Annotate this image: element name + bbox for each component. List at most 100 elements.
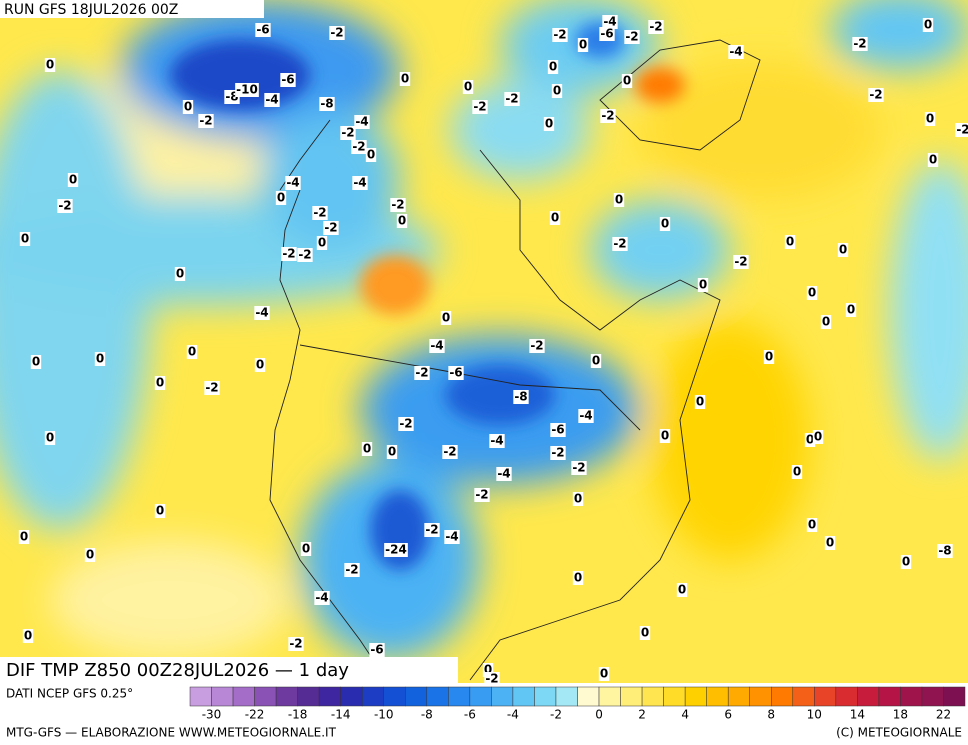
contour-label: -2	[330, 26, 343, 40]
label-bg	[448, 366, 464, 380]
label-bg	[254, 306, 270, 320]
contour-label: -2	[324, 221, 337, 235]
label-bg	[852, 37, 868, 51]
title-box	[0, 657, 458, 683]
label-bg	[639, 626, 651, 640]
contour-label: -2	[58, 199, 71, 213]
colorbar-swatch	[771, 686, 794, 707]
colorbar-swatch	[835, 686, 858, 707]
colorbar-swatch	[254, 686, 277, 707]
colorbar-swatch	[340, 686, 363, 707]
label-bg	[30, 355, 42, 369]
contour-label: 0	[256, 358, 264, 372]
contour-label: 0	[814, 430, 822, 444]
label-bg	[275, 191, 287, 205]
colorbar-tick-label: 22	[936, 708, 951, 722]
label-bg	[186, 345, 198, 359]
colorbar-swatch	[900, 686, 923, 707]
contour-label: -2	[205, 381, 218, 395]
label-bg	[824, 536, 836, 550]
label-bg	[281, 247, 297, 261]
label-bg	[316, 236, 328, 250]
label-bg	[927, 153, 939, 167]
label-bg	[551, 84, 563, 98]
label-bg	[44, 58, 56, 72]
colorbar-swatch	[469, 686, 492, 707]
label-bg	[602, 15, 618, 29]
contour-label: 0	[24, 629, 32, 643]
contour-label: -4	[315, 591, 328, 605]
contour-label: 0	[793, 465, 801, 479]
label-bg	[552, 28, 568, 42]
label-bg	[154, 504, 166, 518]
contour-label: 0	[615, 193, 623, 207]
contour-label: 0	[464, 80, 472, 94]
colorbar-swatch	[641, 686, 664, 707]
contour-label: -2	[282, 247, 295, 261]
label-bg	[255, 23, 271, 37]
colorbar-swatch	[577, 686, 600, 707]
colorbar-swatch	[426, 686, 449, 707]
label-bg	[621, 74, 633, 88]
contour-label: 0	[839, 243, 847, 257]
label-bg	[612, 237, 628, 251]
colorbar-swatch	[792, 686, 815, 707]
contour-label: 0	[388, 445, 396, 459]
contour-label: -4	[497, 467, 510, 481]
contour-label: 0	[765, 350, 773, 364]
label-bg	[937, 544, 953, 558]
label-bg	[543, 117, 555, 131]
label-bg	[300, 542, 312, 556]
contour-label: 0	[678, 583, 686, 597]
contour-label: 0	[20, 530, 28, 544]
colorbar-swatch	[405, 686, 428, 707]
label-bg	[572, 571, 584, 585]
contour-label: 0	[579, 38, 587, 52]
contour-label: 0	[318, 236, 326, 250]
map-title: DIF TMP Z850 00Z28JUL2026 — 1 day	[6, 660, 349, 681]
contour-label: -4	[255, 306, 268, 320]
contour-label: -2	[298, 248, 311, 262]
contour-label: 0	[545, 117, 553, 131]
label-bg	[429, 339, 445, 353]
label-bg	[590, 354, 602, 368]
contour-label: -2	[649, 20, 662, 34]
label-bg	[474, 488, 490, 502]
label-bg	[550, 423, 566, 437]
contour-label: -6	[370, 643, 383, 657]
contour-label: -2	[956, 123, 968, 137]
colorbar-swatch	[383, 686, 406, 707]
label-bg	[174, 267, 186, 281]
label-bg	[922, 18, 934, 32]
colorbar-swatch	[534, 686, 557, 707]
label-bg	[319, 97, 335, 111]
contour-label: -2	[313, 206, 326, 220]
contour-label: -4	[729, 45, 742, 59]
contour-label: 0	[442, 311, 450, 325]
colorbar-swatch	[211, 686, 234, 707]
contour-label: -4	[355, 115, 368, 129]
colorbar-swatch	[318, 686, 341, 707]
label-bg	[549, 211, 561, 225]
contour-label: -2	[199, 114, 212, 128]
colorbar-tick-label: -10	[374, 708, 394, 722]
label-bg	[697, 278, 709, 292]
label-bg	[924, 112, 936, 126]
label-bg	[19, 232, 31, 246]
colorbar-tick-label: -4	[507, 708, 519, 722]
label-bg	[254, 358, 266, 372]
colorbar-swatch	[814, 686, 837, 707]
colorbar-tick-label: -18	[288, 708, 308, 722]
contour-label: 0	[574, 571, 582, 585]
label-bg	[354, 115, 370, 129]
contour-label: 0	[484, 663, 492, 677]
contour-label: 0	[696, 395, 704, 409]
contour-label: 0	[32, 355, 40, 369]
label-bg	[900, 555, 912, 569]
label-bg	[489, 434, 505, 448]
contour-label: 0	[188, 345, 196, 359]
colorbar-swatch	[727, 686, 750, 707]
label-bg	[314, 591, 330, 605]
contour-label: -2	[625, 30, 638, 44]
